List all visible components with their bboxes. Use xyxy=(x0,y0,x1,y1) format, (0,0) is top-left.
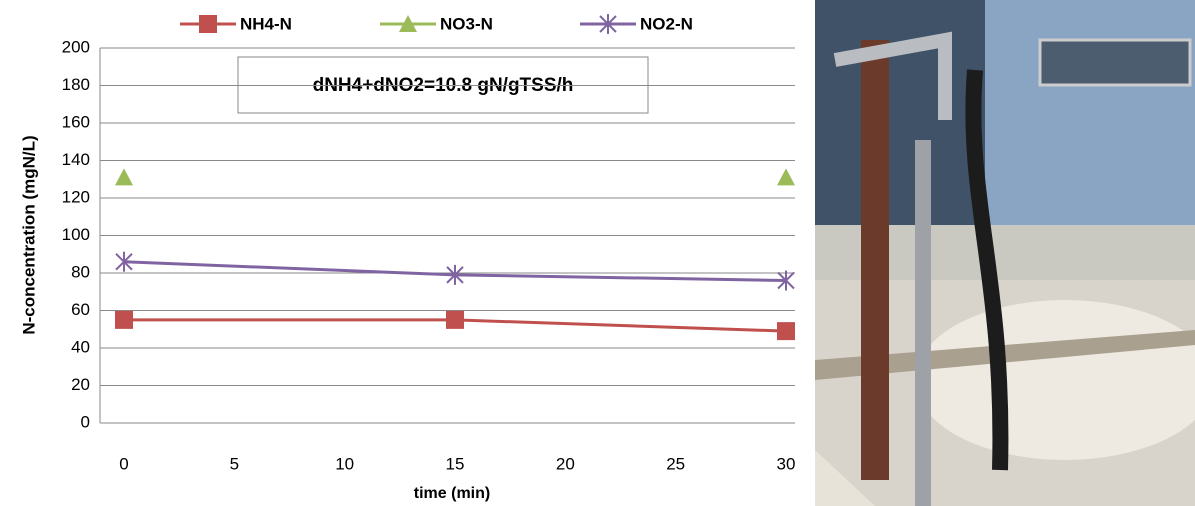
marker xyxy=(777,270,795,291)
photo xyxy=(815,0,1195,506)
marker xyxy=(115,168,133,186)
marker xyxy=(777,322,795,341)
x-tick-label: 25 xyxy=(666,454,685,473)
marker xyxy=(446,264,464,285)
marker xyxy=(777,168,795,186)
legend-marker xyxy=(599,14,617,34)
y-tick-label: 0 xyxy=(81,412,90,431)
y-tick-label: 20 xyxy=(71,375,90,394)
legend-label: NO2-N xyxy=(640,14,693,33)
marker xyxy=(446,310,464,329)
legend-label: NO3-N xyxy=(440,14,493,33)
legend-marker xyxy=(199,15,217,33)
legend-marker xyxy=(399,15,417,32)
y-tick-label: 100 xyxy=(62,225,90,244)
marker xyxy=(115,251,133,272)
y-axis-label: N-concentration (mgN/L) xyxy=(19,135,38,334)
chart: N-concentration (mgN/L) time (min) dNH4+… xyxy=(19,14,796,502)
y-tick-label: 180 xyxy=(62,75,90,94)
y-tick-label: 60 xyxy=(71,300,90,319)
x-tick-label: 20 xyxy=(556,454,575,473)
y-tick-label: 140 xyxy=(62,150,90,169)
x-axis-label: time (min) xyxy=(414,485,490,502)
y-tick-label: 200 xyxy=(62,37,90,56)
y-tick-label: 40 xyxy=(71,337,90,356)
y-tick-label: 80 xyxy=(71,262,90,281)
x-tick-label: 30 xyxy=(777,454,796,473)
x-tick-label: 15 xyxy=(446,454,465,473)
x-tick-label: 10 xyxy=(335,454,354,473)
legend-label: NH4-N xyxy=(240,14,292,33)
y-tick-label: 160 xyxy=(62,112,90,131)
y-tick-label: 120 xyxy=(62,187,90,206)
x-tick-label: 0 xyxy=(119,454,128,473)
x-tick-label: 5 xyxy=(230,454,239,473)
marker xyxy=(115,310,133,329)
